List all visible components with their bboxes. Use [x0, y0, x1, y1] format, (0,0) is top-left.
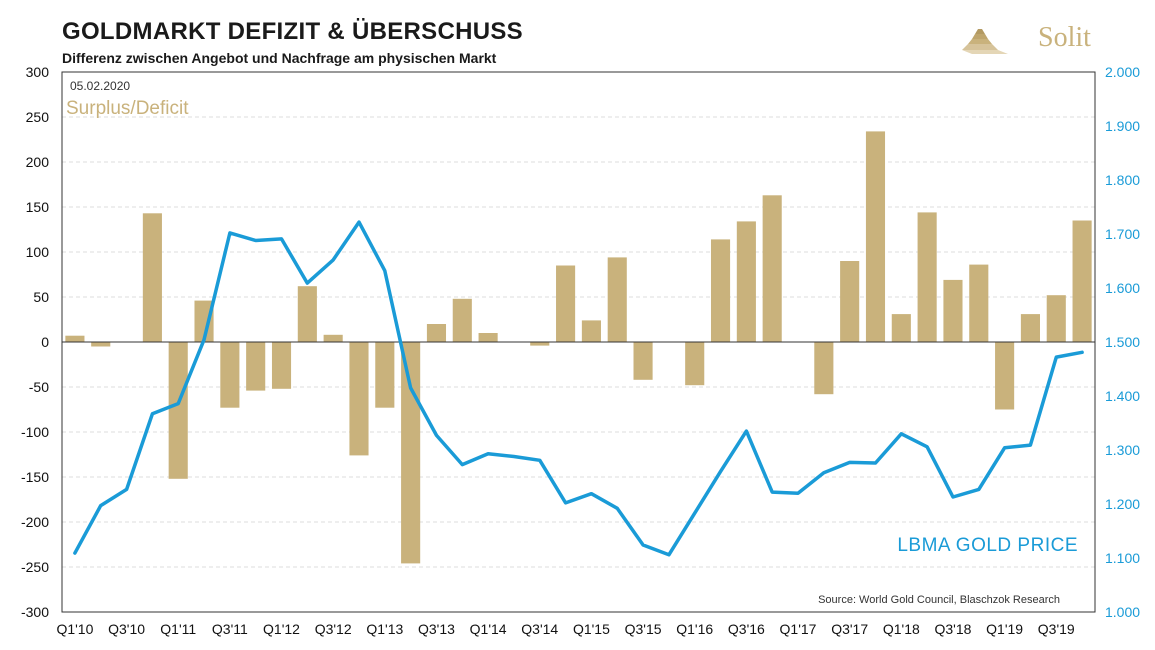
left-axis-tick-label: 250 — [26, 109, 50, 125]
chart-title: GOLDMARKT DEFIZIT & ÜBERSCHUSS — [62, 18, 523, 45]
left-axis-tick-label: -200 — [21, 514, 49, 530]
surplus-deficit-bar — [581, 320, 601, 342]
right-axis-tick-label: 1.700 — [1105, 226, 1140, 242]
surplus-deficit-bar — [426, 324, 447, 342]
left-axis-tick-label: 150 — [26, 199, 50, 215]
right-axis-tick-label: 1.000 — [1105, 604, 1140, 620]
surplus-deficit-bar — [375, 342, 395, 408]
surplus-deficit-bar — [556, 265, 576, 342]
x-axis-tick-label: Q1'14 — [470, 621, 507, 637]
surplus-deficit-bar — [814, 342, 834, 395]
left-axis-tick-label: 200 — [26, 154, 50, 170]
surplus-deficit-bar — [91, 342, 111, 347]
surplus-deficit-bar — [943, 279, 963, 342]
right-axis-tick-label: 1.300 — [1105, 442, 1140, 458]
surplus-deficit-bar — [65, 335, 85, 342]
left-axis-tick-label: 100 — [26, 244, 50, 260]
x-axis-tick-label: Q3'10 — [108, 621, 145, 637]
left-axis-tick-label: 50 — [33, 289, 49, 305]
surplus-deficit-bar — [1020, 314, 1040, 342]
x-axis-tick-label: Q1'15 — [573, 621, 610, 637]
surplus-deficit-bar — [995, 342, 1015, 410]
surplus-deficit-bar — [685, 342, 705, 386]
x-axis-tick-label: Q1'19 — [986, 621, 1023, 637]
x-axis-tick-label: Q3'14 — [521, 621, 558, 637]
right-axis-tick-label: 1.800 — [1105, 172, 1140, 188]
x-axis-tick-label: Q1'10 — [56, 621, 93, 637]
surplus-deficit-bar — [736, 221, 756, 342]
surplus-deficit-bar — [762, 195, 782, 342]
surplus-deficit-bar — [297, 286, 317, 342]
surplus-deficit-bar — [865, 131, 886, 342]
x-axis-tick-label: Q1'12 — [263, 621, 300, 637]
right-axis-tick-label: 1.200 — [1105, 496, 1140, 512]
x-axis-tick-label: Q1'18 — [883, 621, 920, 637]
surplus-deficit-bar — [530, 342, 550, 346]
x-axis-tick-label: Q3'16 — [728, 621, 765, 637]
source-note: Source: World Gold Council, Blaschzok Re… — [818, 594, 1060, 606]
chart-subtitle: Differenz zwischen Angebot und Nachfrage… — [62, 50, 497, 66]
surplus-deficit-bar — [323, 334, 343, 342]
surplus-deficit-bar — [220, 342, 240, 408]
right-axis-tick-label: 1.600 — [1105, 280, 1140, 296]
surplus-deficit-bar — [168, 342, 188, 479]
x-axis-tick-label: Q1'16 — [676, 621, 713, 637]
line-series-label: LBMA GOLD PRICE — [897, 535, 1078, 556]
gold-price-line — [73, 220, 1084, 557]
x-axis-tick-label: Q1'13 — [366, 621, 403, 637]
x-axis-tick-label: Q3'12 — [315, 621, 352, 637]
left-axis-tick-label: 300 — [26, 64, 50, 80]
surplus-deficit-bar — [891, 314, 911, 342]
left-axis-tick-label: -300 — [21, 604, 49, 620]
surplus-deficit-bar — [607, 257, 627, 342]
x-axis-tick-label: Q3'18 — [935, 621, 972, 637]
x-axis-tick-label: Q3'15 — [625, 621, 662, 637]
surplus-deficit-bar — [401, 342, 421, 564]
surplus-deficit-bar — [710, 239, 731, 342]
left-axis-tick-label: -250 — [21, 559, 49, 575]
right-axis-tick-label: 1.100 — [1105, 550, 1140, 566]
bar-series-label: Surplus/Deficit — [66, 98, 189, 119]
x-axis-tick-label: Q1'17 — [780, 621, 817, 637]
surplus-deficit-bar — [1072, 220, 1092, 342]
x-axis-tick-label: Q3'13 — [418, 621, 455, 637]
x-axis-tick-label: Q3'19 — [1038, 621, 1075, 637]
solit-logo-text: Solit — [1038, 22, 1091, 53]
surplus-deficit-bar — [1046, 295, 1066, 342]
x-axis-tick-label: Q3'11 — [212, 621, 248, 637]
x-axis-tick-label: Q1'11 — [160, 621, 196, 637]
date-label: 05.02.2020 — [70, 79, 130, 93]
surplus-deficit-bar — [917, 212, 937, 342]
surplus-deficit-bar — [271, 342, 292, 389]
surplus-deficit-bar — [633, 342, 653, 380]
left-axis-tick-label: -150 — [21, 469, 49, 485]
surplus-deficit-bar — [478, 333, 498, 342]
surplus-deficit-bar — [246, 342, 266, 391]
right-axis-tick-label: 2.000 — [1105, 64, 1140, 80]
surplus-deficit-bar — [969, 264, 989, 342]
right-axis-tick-label: 1.900 — [1105, 118, 1140, 134]
x-axis-tick-label: Q3'17 — [831, 621, 868, 637]
left-axis-tick-label: 0 — [41, 334, 49, 350]
surplus-deficit-bar — [349, 342, 369, 456]
surplus-deficit-bar — [840, 261, 860, 342]
surplus-deficit-bar — [452, 298, 472, 342]
left-axis-tick-label: -100 — [21, 424, 49, 440]
left-axis-tick-label: -50 — [29, 379, 49, 395]
right-axis-tick-label: 1.500 — [1105, 334, 1140, 350]
surplus-deficit-bar — [142, 213, 162, 342]
right-axis-tick-label: 1.400 — [1105, 388, 1140, 404]
solit-logo-icon — [962, 29, 1008, 54]
surplus-deficit-bar — [194, 300, 214, 342]
